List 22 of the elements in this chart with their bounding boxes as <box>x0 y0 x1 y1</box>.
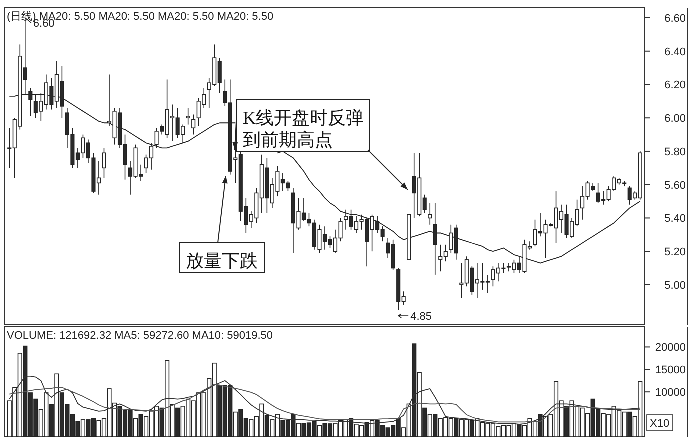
y-tick-label: 5.60 <box>664 180 686 192</box>
y-tick-label: 15000 <box>655 364 686 377</box>
annotation: 4.85 <box>410 310 432 323</box>
y-tick-label: 20000 <box>655 342 686 354</box>
y-tick-label: 5.80 <box>664 146 686 158</box>
y-tick-label: 6.00 <box>664 113 686 126</box>
text: X10 <box>650 418 670 430</box>
line-series <box>9 384 641 423</box>
annotation: 放量下跌 <box>186 251 258 271</box>
y-tick-label: 5.40 <box>664 213 686 226</box>
candlestick <box>102 148 106 179</box>
y-tick-label: 5.00 <box>664 280 686 292</box>
annotation: K线开盘时反弹到前期高点 <box>243 108 364 150</box>
y-tick-label: 10000 <box>655 387 686 400</box>
chart-title: VOLUME: 121692.32 MA5: 59272.60 MA10: 59019.50 <box>7 330 274 342</box>
candlestick <box>428 202 432 226</box>
y-tick-label: 6.40 <box>664 46 686 58</box>
y-tick-label: 5.20 <box>664 246 686 259</box>
y-tick-label: 6.20 <box>664 80 686 92</box>
candlestick <box>192 114 196 136</box>
y-tick-label: 6.60 <box>664 13 686 26</box>
candlestick <box>186 108 190 126</box>
